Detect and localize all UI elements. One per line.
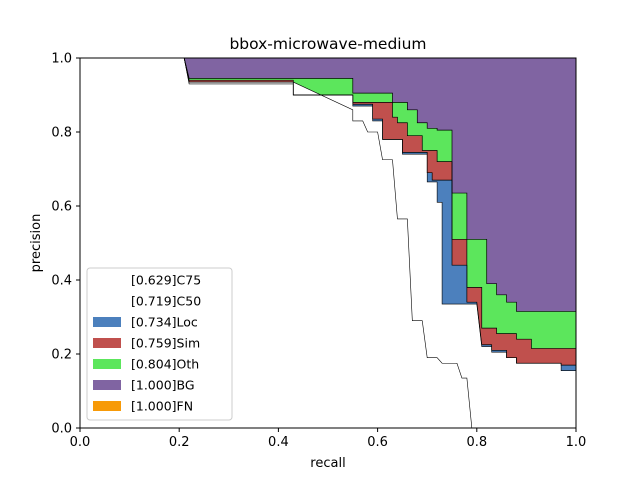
chart-title: bbox-microwave-medium xyxy=(229,35,426,53)
y-axis-ticks: 0.0 0.2 0.4 0.6 0.8 1.0 xyxy=(51,52,80,437)
y-tick-label: 0.6 xyxy=(51,200,72,215)
series-line xyxy=(80,57,576,312)
x-axis-label: recall xyxy=(310,456,345,471)
y-tick-label: 0.2 xyxy=(51,348,72,363)
legend-label: [1.000]FN xyxy=(131,399,193,414)
x-tick-label: 0.0 xyxy=(70,435,91,450)
y-axis-label: precision xyxy=(29,214,44,273)
x-tick-label: 0.4 xyxy=(268,435,289,450)
legend-box xyxy=(86,267,233,421)
x-axis-ticks: 0.0 0.2 0.4 0.6 0.8 1.0 xyxy=(70,428,587,450)
legend-swatch xyxy=(93,359,121,369)
legend-label: [0.734]Loc xyxy=(131,315,198,330)
legend-swatch xyxy=(93,275,121,285)
legend-label: [0.804]Oth xyxy=(131,357,199,372)
legend-swatch xyxy=(93,401,121,411)
legend-label: [0.719]C50 xyxy=(131,294,201,309)
x-tick-label: 0.6 xyxy=(367,435,388,450)
series-lines xyxy=(80,57,576,429)
legend-swatch xyxy=(93,338,121,348)
legend-swatch xyxy=(93,380,121,390)
x-tick-label: 1.0 xyxy=(566,435,587,450)
legend: [0.629]C75 [0.719]C50 [0.734]Loc [0.759]Sim… xyxy=(86,267,233,421)
series-line xyxy=(80,57,576,349)
series-line xyxy=(80,57,473,429)
legend-swatch xyxy=(93,296,121,306)
y-tick-label: 0.0 xyxy=(51,422,72,437)
legend-label: [0.759]Sim xyxy=(131,336,200,351)
y-tick-label: 0.8 xyxy=(51,126,72,141)
plot-frame xyxy=(79,57,577,429)
legend-label: [1.000]BG xyxy=(131,378,195,393)
x-tick-label: 0.8 xyxy=(466,435,487,450)
legend-label: [0.629]C75 xyxy=(131,273,201,288)
y-tick-label: 1.0 xyxy=(51,52,72,67)
legend-swatch xyxy=(93,317,121,327)
y-tick-label: 0.4 xyxy=(51,274,72,289)
x-tick-label: 0.2 xyxy=(169,435,190,450)
